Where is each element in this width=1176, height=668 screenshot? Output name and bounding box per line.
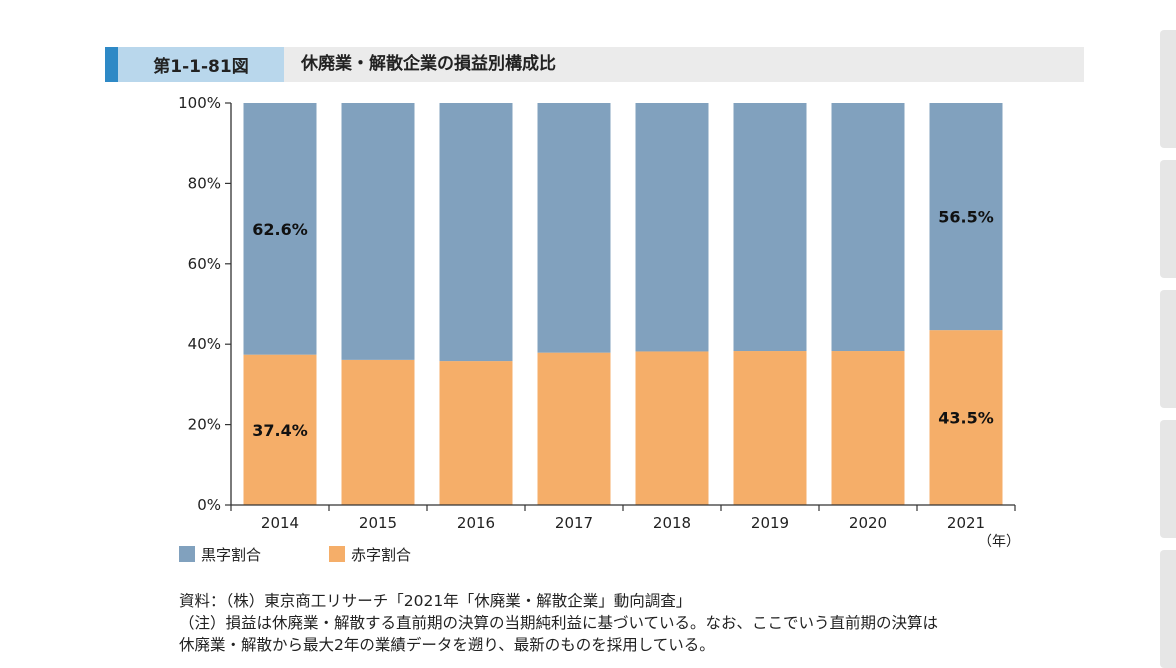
side-tab-3[interactable] xyxy=(1160,290,1176,408)
bar-black-2016 xyxy=(439,103,513,362)
x-tick-label-2021: 2021 xyxy=(947,514,985,532)
note-line-1: （注）損益は休廃業・解散する直前期の決算の当期純利益に基づいている。なお、ここで… xyxy=(179,614,939,632)
legend-item-black: 黒字割合 xyxy=(179,545,262,564)
y-tick-label-40: 40% xyxy=(188,335,221,353)
stacked-bar-chart: 0% 20% 40% 60% 80% 100% 2014 2015 2016 2017 2018 20… xyxy=(178,94,1016,532)
bar-black-2019 xyxy=(733,103,807,352)
data-label-2021-red: 43.5% xyxy=(938,409,994,428)
legend-label-red: 赤字割合 xyxy=(351,545,412,564)
figure-header: 第1-1-81図 休廃業・解散企業の損益別構成比 xyxy=(105,47,1084,82)
data-label-2021-black: 56.5% xyxy=(938,208,994,227)
y-tick-label-80: 80% xyxy=(188,174,221,192)
side-tab-2[interactable] xyxy=(1160,160,1176,278)
legend-label-black: 黒字割合 xyxy=(201,545,262,564)
y-tick-label-0: 0% xyxy=(197,496,221,514)
x-tick-label-2020: 2020 xyxy=(849,514,887,532)
y-tick-label-60: 60% xyxy=(188,255,221,273)
data-label-2014-black: 62.6% xyxy=(252,220,308,239)
bar-black-2020 xyxy=(831,103,905,352)
bar-red-2014 xyxy=(243,354,317,505)
x-tick-label-2019: 2019 xyxy=(751,514,789,532)
bar-black-2017 xyxy=(537,103,611,353)
y-tick-label-20: 20% xyxy=(188,416,221,434)
bar-red-2015 xyxy=(341,359,415,505)
side-tab-5[interactable] xyxy=(1160,550,1176,668)
header-accent-stripe xyxy=(105,47,118,82)
x-tick-label-2018: 2018 xyxy=(653,514,691,532)
notes-block: 資料：（株）東京商工リサーチ「2021年「休廃業・解散企業」動向調査」 （注）損… xyxy=(179,590,938,656)
side-tab-1[interactable] xyxy=(1160,30,1176,148)
x-axis-unit-label: （年） xyxy=(978,534,1020,550)
bar-black-2014 xyxy=(243,103,317,355)
bar-red-2017 xyxy=(537,352,611,505)
bar-red-2019 xyxy=(733,351,807,505)
source-note: 資料：（株）東京商工リサーチ「2021年「休廃業・解散企業」動向調査」 xyxy=(179,592,692,610)
x-tick-label-2017: 2017 xyxy=(555,514,593,532)
x-tick-label-2015: 2015 xyxy=(359,514,397,532)
data-label-2014-red: 37.4% xyxy=(252,421,308,440)
figure-title: 休廃業・解散企業の損益別構成比 xyxy=(301,54,556,74)
bar-black-2018 xyxy=(635,103,709,352)
legend-item-red: 赤字割合 xyxy=(329,545,412,564)
x-tick-label-2014: 2014 xyxy=(261,514,299,532)
side-tab-4[interactable] xyxy=(1160,420,1176,538)
bar-black-2015 xyxy=(341,103,415,360)
x-tick-label-2016: 2016 xyxy=(457,514,495,532)
bar-black-2021 xyxy=(929,103,1003,331)
legend-swatch-red xyxy=(329,546,345,562)
y-tick-label-100: 100% xyxy=(178,94,221,112)
bar-red-2021 xyxy=(929,330,1003,505)
bar-red-2016 xyxy=(439,361,513,505)
note-line-2: 休廃業・解散から最大2年の業績データを遡り、最新のものを採用している。 xyxy=(179,636,715,654)
figure-label: 第1-1-81図 xyxy=(118,47,284,82)
bar-red-2020 xyxy=(831,351,905,505)
legend-swatch-black xyxy=(179,546,195,562)
bar-red-2018 xyxy=(635,351,709,505)
